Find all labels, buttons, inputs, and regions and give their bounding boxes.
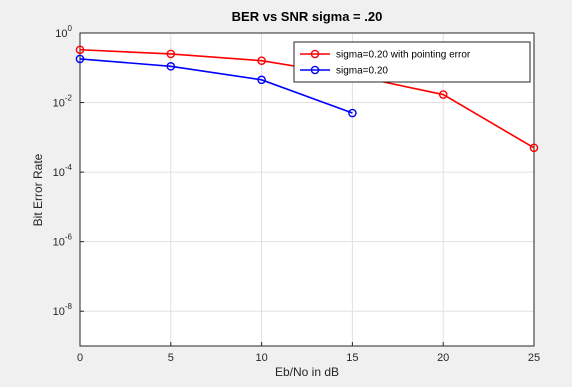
legend-label: sigma=0.20 xyxy=(336,66,388,77)
y-tick-label: 10-2 xyxy=(53,94,73,110)
x-tick-label: 10 xyxy=(255,352,267,364)
series-2-point xyxy=(75,54,85,64)
y-axis-label: Bit Error Rate xyxy=(31,153,45,226)
x-axis-label: Eb/No in dB xyxy=(275,365,339,379)
x-tick-label: 15 xyxy=(346,352,358,364)
series-line-2 xyxy=(79,58,353,114)
series-1-point xyxy=(438,90,448,99)
series-2-point xyxy=(166,62,176,71)
legend-marker xyxy=(310,49,320,59)
legend: sigma=0.20 with pointing error sigma=0.20 xyxy=(293,41,531,83)
x-tick-label: 25 xyxy=(528,352,540,364)
series-1-point xyxy=(529,143,539,153)
y-tick-label: 10-6 xyxy=(53,233,73,249)
y-tick-label: 10-4 xyxy=(53,163,73,179)
plot-frame xyxy=(79,32,535,347)
ticks: 0 5 10 15 20 25 100 10-2 10-4 10-6 10-8 xyxy=(53,24,541,364)
plot-area xyxy=(80,33,534,346)
series-1-point xyxy=(75,45,85,55)
grid xyxy=(79,32,535,346)
x-tick-label: 20 xyxy=(437,352,449,364)
chart-title: BER vs SNR sigma = .20 xyxy=(232,9,383,24)
legend-box xyxy=(293,41,531,83)
series-1-point xyxy=(166,49,176,59)
y-tick-label: 100 xyxy=(55,24,72,40)
series-1-point xyxy=(257,56,266,65)
series-2-point xyxy=(257,75,266,85)
x-tick-label: 5 xyxy=(168,352,174,364)
legend-label: sigma=0.20 with pointing error xyxy=(336,50,471,61)
legend-marker xyxy=(310,65,320,75)
y-tick-label: 10-8 xyxy=(53,302,73,318)
x-tick-label: 0 xyxy=(77,352,83,364)
series-2-point xyxy=(348,108,357,118)
